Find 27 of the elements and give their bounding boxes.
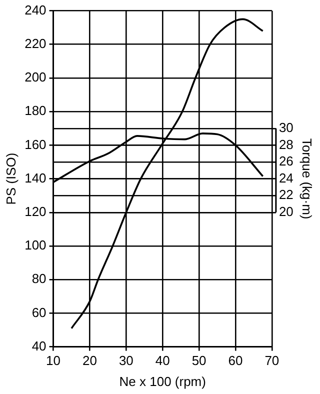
x-tick-label: 60	[228, 353, 243, 368]
x-tick-label: 10	[46, 353, 61, 368]
y2-tick-label: 30	[278, 120, 294, 135]
y-tick-label: 100	[24, 238, 46, 253]
y-tick-label: 120	[24, 204, 46, 219]
x-tick-label: 20	[82, 353, 97, 368]
y-tick-label: 220	[24, 36, 46, 51]
y2-tick-label: 20	[278, 204, 294, 219]
y-axis-title: PS (ISO)	[3, 152, 18, 205]
y-tick-label: 240	[24, 2, 46, 18]
y2-tick-label: 28	[278, 136, 294, 152]
y-tick-label: 40	[32, 338, 46, 354]
y-tick-label: 200	[24, 70, 46, 85]
x-tick-label: 70	[264, 353, 280, 368]
x-tick-label: 50	[192, 353, 206, 368]
x-tick-label: 40	[155, 353, 170, 368]
y2-tick-label: 26	[278, 154, 294, 169]
y-tick-label: 140	[24, 170, 46, 186]
y-tick-label: 60	[32, 304, 46, 320]
y-tick-label: 180	[24, 103, 46, 118]
y-tick-label: 80	[32, 271, 46, 286]
y2-tick-label: 22	[278, 187, 294, 202]
y2-axis-title: Torque (kg·m)	[300, 138, 315, 220]
y2-tick-label: 24	[278, 170, 294, 186]
x-axis-title: Ne x 100 (rpm)	[119, 374, 206, 389]
y-tick-label: 160	[24, 136, 46, 152]
x-tick-label: 30	[118, 353, 134, 368]
